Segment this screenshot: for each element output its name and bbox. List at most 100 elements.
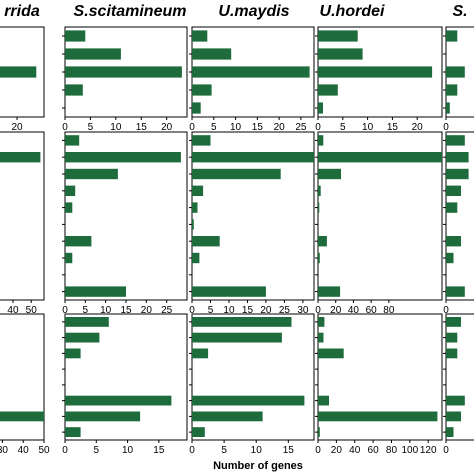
bar — [192, 395, 305, 406]
x-tick-label: 10 — [362, 122, 374, 133]
x-tick-label: 5 — [221, 445, 227, 456]
x-tick-label: 5 — [208, 305, 214, 316]
panel-frame — [191, 313, 315, 441]
bar — [65, 66, 182, 78]
x-tick-label: 10 — [223, 305, 235, 316]
column-title: U.maydis — [218, 3, 289, 20]
bar — [446, 317, 461, 327]
bar — [65, 152, 181, 163]
bar — [192, 135, 211, 146]
panel-0-3: 0 5 10 15 20 U.hordei — [315, 3, 443, 133]
x-tick-label: 0 — [189, 122, 195, 133]
bar — [65, 84, 83, 96]
x-tick-label: 0 — [189, 305, 195, 316]
panel-2-1: 0 5 10 15 — [62, 313, 188, 456]
column-title: S. — [452, 3, 467, 20]
x-tick-label: 0 — [443, 305, 449, 316]
bar — [0, 152, 41, 163]
panel-1-0: 304050 — [0, 131, 45, 316]
x-tick-label: 0 — [443, 445, 449, 456]
bar — [318, 427, 320, 437]
x-tick-label: 25 — [161, 305, 173, 316]
x-tick-label: 0 — [315, 445, 321, 456]
bar — [446, 332, 458, 343]
bar — [318, 286, 341, 297]
panel-frame — [0, 26, 45, 118]
bar — [318, 66, 433, 78]
column-title: S.scitamineum — [74, 3, 187, 20]
x-tick-label: 10 — [251, 445, 263, 456]
bar — [318, 102, 323, 114]
bar — [446, 135, 465, 146]
bar — [192, 219, 194, 230]
x-tick-label: 30 — [0, 445, 8, 456]
x-tick-label: 15 — [283, 445, 295, 456]
bar — [318, 135, 324, 146]
x-tick-label: 120 — [420, 445, 437, 456]
bar — [65, 135, 80, 146]
bar — [192, 411, 263, 422]
bar — [318, 411, 438, 422]
x-tick-label: 25 — [295, 122, 307, 133]
x-tick-label: 15 — [136, 122, 148, 133]
x-tick-label: 80 — [386, 445, 398, 456]
x-tick-label: 40 — [7, 305, 19, 316]
panel-frame — [445, 313, 474, 441]
x-tick-label: 60 — [368, 445, 380, 456]
bar — [192, 236, 220, 247]
bar — [318, 395, 329, 406]
x-tick-label: 40 — [349, 445, 361, 456]
bar — [192, 102, 201, 114]
x-tick-label: 20 — [274, 122, 286, 133]
x-tick-label: 10 — [122, 445, 134, 456]
x-tick-label: 60 — [366, 305, 378, 316]
panel-2-4: 0 — [443, 313, 474, 456]
bar — [446, 185, 461, 196]
panel-1-2: 0 5 10 15 20 25 30 — [189, 131, 315, 316]
panel-frame — [64, 313, 188, 441]
bar — [192, 152, 314, 163]
bar — [318, 332, 324, 343]
bar — [192, 286, 266, 297]
panel-2-3: 0 20 40 60 80 100 120 — [315, 313, 443, 456]
bar — [65, 252, 73, 264]
x-tick-label: 5 — [340, 122, 346, 133]
bar — [192, 30, 208, 42]
bar — [65, 48, 121, 60]
bar — [192, 66, 310, 78]
panel-1-3: 0 20 40 60 80 — [315, 131, 443, 316]
panel-1-4: 0 — [443, 131, 474, 316]
bar — [65, 395, 172, 406]
x-tick-label: 5 — [88, 122, 94, 133]
panel-1-1: 0 5 10 15 20 25 — [62, 131, 188, 316]
x-tick-label: 0 — [62, 445, 68, 456]
bar — [446, 286, 465, 297]
column-title: U.hordei — [320, 3, 385, 20]
bar — [192, 348, 209, 359]
column-title: rrida — [4, 3, 40, 20]
panel-frame — [445, 131, 474, 301]
x-tick-label: 15 — [252, 122, 264, 133]
bar — [192, 427, 205, 437]
x-tick-label: 80 — [383, 305, 395, 316]
bar — [192, 185, 204, 196]
bar — [65, 286, 126, 297]
x-tick-label: 40 — [18, 445, 30, 456]
panel-0-4: 0 S. — [443, 3, 474, 133]
x-tick-label: 100 — [402, 445, 419, 456]
bar — [446, 252, 454, 264]
bar — [192, 168, 281, 180]
x-tick-label: 0 — [443, 122, 449, 133]
bar — [318, 168, 341, 180]
x-tick-label: 15 — [242, 305, 254, 316]
x-tick-label: 25 — [279, 305, 291, 316]
bar — [318, 348, 344, 359]
panel-0-0: 1020rrida — [0, 3, 45, 133]
bar — [192, 84, 212, 96]
x-tick-label: 15 — [153, 445, 165, 456]
x-tick-label: 15 — [120, 305, 132, 316]
bar — [192, 332, 282, 343]
bar — [446, 84, 458, 96]
x-tick-label: 50 — [38, 445, 50, 456]
bar — [318, 48, 363, 60]
